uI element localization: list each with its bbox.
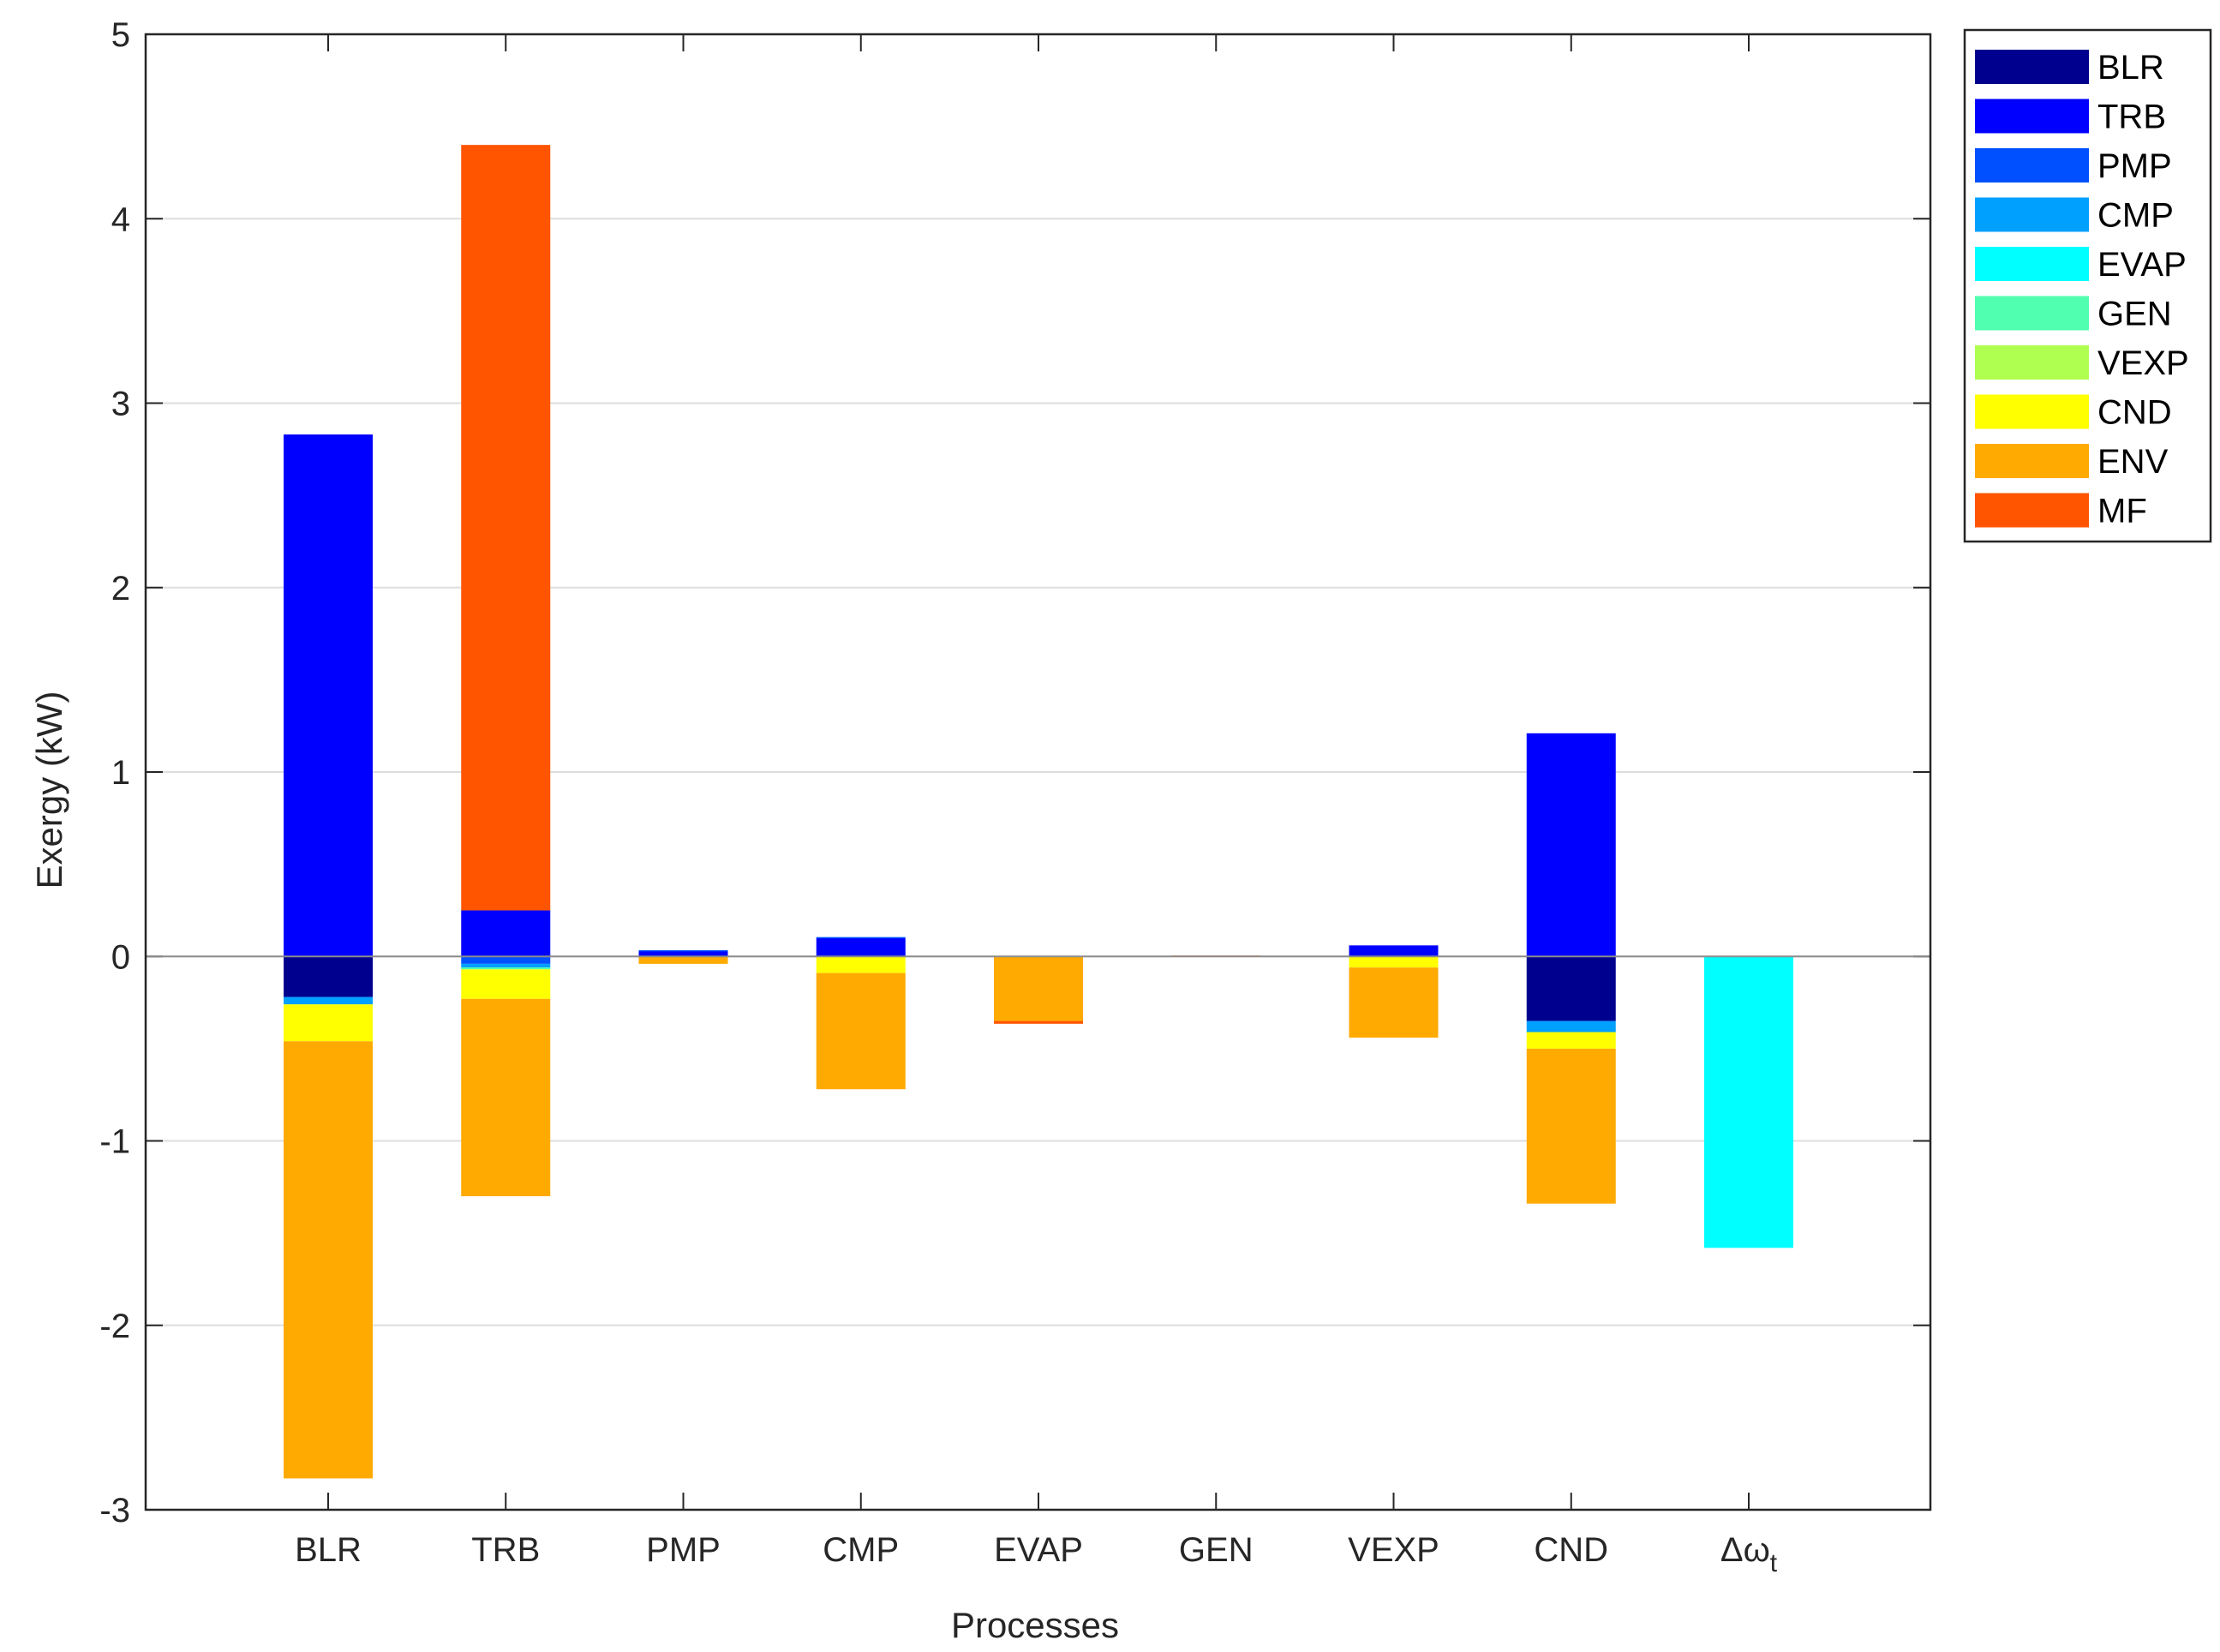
legend-label-MF: MF [2097,493,2147,530]
legend-swatch-CND [1975,394,2089,429]
bar-segment-TRB-PMP [461,956,551,964]
x-tick-label: VEXP [1348,1531,1439,1569]
bar-segment-TRB-CND [461,969,551,999]
bar-segment-CMP-CND [816,956,906,973]
legend-swatch-ENV [1975,444,2089,478]
bar-segment-CND-ENV [1526,1048,1616,1204]
legend-swatch-CMP [1975,197,2089,232]
bar-segment-VEXP-TRB [1349,945,1439,957]
bar-segment-BLR-TRB [284,434,373,957]
x-tick-label: BLR [295,1531,362,1569]
bar-segment-CND-CMP [1526,1021,1616,1032]
bar-segment-BLR-BLR [284,956,373,997]
legend-label-GEN: GEN [2097,296,2172,333]
bar-segment-EVAP-MF [994,1021,1083,1024]
y-tick-label: 2 [111,570,130,608]
x-tick-label-subscript: t [1770,1549,1778,1577]
bar-segment-VEXP-ENV [1349,967,1439,1038]
bar-segment-CMP-TRB [816,937,906,957]
legend-swatch-GEN [1975,296,2089,331]
legend-label-BLR: BLR [2097,49,2164,87]
x-tick-label: CND [1534,1531,1608,1569]
bar-segment-TRB-GEN [461,967,551,970]
y-tick-label: 5 [111,16,130,54]
bar-segment-CND-BLR [1526,956,1616,1021]
bar-segment-TRB-ENV [461,998,551,1197]
x-tick-label: EVAP [994,1531,1083,1569]
legend-label-ENV: ENV [2097,443,2169,481]
bar-segment-BLR-CND [284,1004,373,1042]
y-tick-label: 1 [111,754,130,792]
legend-swatch-MF [1975,493,2089,528]
bar-segment-PMP-PMP [638,949,728,952]
bar-segment-CMP-ENV [816,973,906,1090]
legend-label-TRB: TRB [2097,99,2166,136]
legend-label-CND: CND [2097,394,2172,432]
legend-label-CMP: CMP [2097,197,2174,235]
y-tick-label: -2 [99,1308,130,1345]
legend-label-VEXP: VEXP [2097,344,2189,382]
x-tick-label: GEN [1179,1531,1254,1569]
bar-segment-EVAP-ENV [994,956,1083,1021]
plot-area-frame [144,33,1932,1511]
bar-segment-BLR-CMP [284,997,373,1005]
bar-segment-PMP-ENV [638,956,728,964]
legend-swatch-BLR [1975,50,2089,84]
bar-segment-Δω-EVAP [1704,956,1793,1248]
bar-segment-TRB-MF [461,145,551,911]
y-tick-label: 4 [111,201,130,238]
bar-segment-BLR-ENV [284,1041,373,1479]
bar-layer [284,145,1793,1479]
y-axis-title: Exergy (kW) [29,691,69,889]
legend-swatch-TRB [1975,99,2089,134]
legend: BLR TRB PMP CMP EVAP GEN VEXP CND ENV MF [1963,28,2212,543]
bar-segment-TRB-CMP [461,963,551,968]
bar-segment-CND-CND [1526,1032,1616,1049]
legend-label-EVAP: EVAP [2097,246,2187,284]
y-tick-label: 0 [111,938,130,976]
legend-swatch-PMP [1975,148,2089,183]
x-tick-label: CMP [823,1531,899,1569]
bar-segment-CND-TRB [1526,733,1616,957]
x-axis-title: Processes [951,1605,1119,1645]
legend-label-PMP: PMP [2097,147,2172,185]
x-tick-label: TRB [471,1531,540,1569]
bar-segment-CMP-PMP [816,937,906,939]
legend-swatch-VEXP [1975,345,2089,380]
bar-segment-VEXP-CND [1349,956,1439,968]
bar-segment-TRB-TRB [461,910,551,957]
y-tick-label: -1 [99,1123,130,1161]
y-tick-label: 3 [111,386,130,423]
bar-segment-PMP-TRB [638,950,728,957]
legend-swatch-EVAP [1975,247,2089,281]
y-tick-label: -3 [99,1492,130,1529]
x-tick-label: PMP [646,1531,721,1569]
